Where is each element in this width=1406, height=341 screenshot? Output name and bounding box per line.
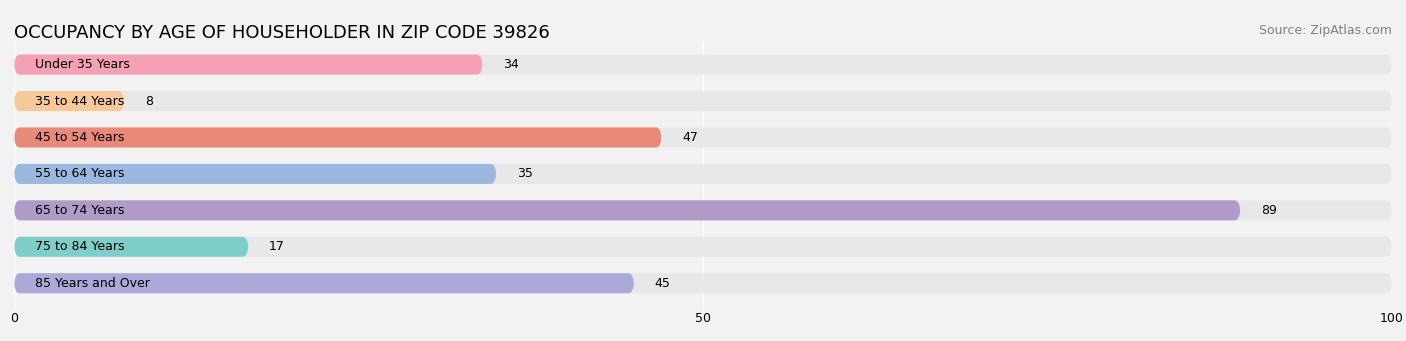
FancyBboxPatch shape (14, 273, 1392, 293)
FancyBboxPatch shape (14, 237, 249, 257)
Text: 65 to 74 Years: 65 to 74 Years (35, 204, 124, 217)
FancyBboxPatch shape (14, 164, 1392, 184)
Text: 75 to 84 Years: 75 to 84 Years (35, 240, 124, 253)
FancyBboxPatch shape (14, 91, 124, 111)
Text: 34: 34 (503, 58, 519, 71)
Text: Source: ZipAtlas.com: Source: ZipAtlas.com (1258, 24, 1392, 37)
Text: 35 to 44 Years: 35 to 44 Years (35, 94, 124, 107)
Text: 45: 45 (655, 277, 671, 290)
Text: 47: 47 (682, 131, 699, 144)
Text: 35: 35 (517, 167, 533, 180)
Text: 17: 17 (269, 240, 285, 253)
FancyBboxPatch shape (14, 55, 1392, 75)
FancyBboxPatch shape (14, 91, 1392, 111)
FancyBboxPatch shape (14, 55, 482, 75)
Text: Under 35 Years: Under 35 Years (35, 58, 129, 71)
FancyBboxPatch shape (14, 273, 634, 293)
FancyBboxPatch shape (14, 200, 1392, 220)
Text: OCCUPANCY BY AGE OF HOUSEHOLDER IN ZIP CODE 39826: OCCUPANCY BY AGE OF HOUSEHOLDER IN ZIP C… (14, 24, 550, 42)
Text: 55 to 64 Years: 55 to 64 Years (35, 167, 124, 180)
FancyBboxPatch shape (14, 164, 496, 184)
FancyBboxPatch shape (14, 200, 1240, 220)
Text: 89: 89 (1261, 204, 1277, 217)
Text: 8: 8 (145, 94, 153, 107)
FancyBboxPatch shape (14, 237, 1392, 257)
FancyBboxPatch shape (14, 128, 1392, 148)
Text: 85 Years and Over: 85 Years and Over (35, 277, 149, 290)
Text: 45 to 54 Years: 45 to 54 Years (35, 131, 124, 144)
FancyBboxPatch shape (14, 128, 662, 148)
